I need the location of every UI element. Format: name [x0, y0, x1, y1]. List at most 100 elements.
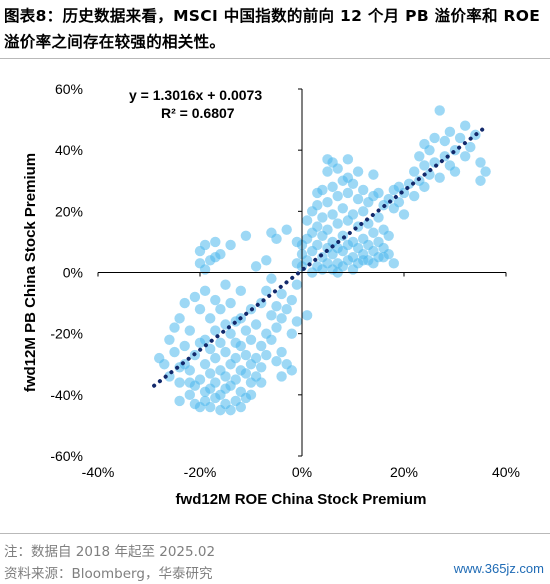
- data-point: [256, 377, 267, 388]
- data-point: [291, 258, 303, 269]
- y-tick-label: 0%: [63, 265, 83, 281]
- data-point: [281, 304, 292, 315]
- data-point: [352, 193, 364, 205]
- data-point: [184, 325, 195, 336]
- data-point: [230, 374, 241, 385]
- y-tick-label: 60%: [55, 81, 83, 97]
- trendline: [152, 124, 488, 388]
- data-point: [460, 151, 471, 162]
- data-point: [194, 337, 206, 349]
- watermark-link[interactable]: www.365jz.com: [451, 561, 546, 576]
- data-point: [199, 264, 211, 275]
- data-point: [480, 166, 491, 177]
- data-point: [332, 163, 343, 174]
- data-point: [327, 209, 338, 220]
- data-point: [434, 105, 445, 116]
- data-point: [215, 304, 226, 315]
- data-point: [449, 166, 461, 177]
- data-point: [179, 297, 190, 309]
- data-point: [388, 258, 399, 269]
- data-point: [342, 172, 354, 183]
- data-point: [281, 224, 292, 235]
- data-point: [439, 135, 450, 147]
- data-point: [358, 255, 369, 266]
- data-point: [266, 310, 277, 321]
- data-point: [378, 252, 389, 263]
- data-point: [347, 209, 359, 220]
- data-point: [465, 141, 476, 153]
- data-point: [276, 288, 287, 300]
- data-point: [352, 166, 364, 177]
- data-point: [220, 279, 231, 290]
- r-squared-label: R² = 0.6807: [161, 105, 235, 121]
- data-point: [184, 389, 195, 401]
- data-point: [240, 368, 252, 379]
- data-point: [271, 233, 282, 245]
- data-point: [475, 157, 486, 168]
- data-point: [240, 230, 252, 241]
- data-point: [174, 377, 185, 388]
- data-point: [210, 377, 221, 388]
- data-point: [286, 365, 297, 376]
- data-point: [220, 346, 231, 358]
- data-point: [322, 154, 333, 165]
- data-point: [419, 160, 430, 171]
- data-point: [245, 334, 257, 345]
- data-point: [205, 368, 216, 379]
- data-point: [398, 209, 410, 220]
- data-point: [235, 401, 246, 413]
- data-point: [169, 322, 180, 333]
- data-point: [317, 212, 328, 223]
- data-point: [194, 304, 206, 315]
- data-point: [419, 138, 430, 150]
- data-point: [199, 285, 211, 297]
- data-point: [434, 172, 445, 183]
- data-point: [215, 248, 226, 260]
- trendline-layer: [152, 124, 488, 388]
- data-point: [261, 255, 272, 266]
- data-point: [312, 187, 323, 199]
- y-axis-title: fwd12M PB China Stock Premium: [22, 153, 39, 392]
- y-tick-label: -20%: [50, 326, 83, 342]
- chart-svg: -40% -20% 0% 20% 40%-60%-40%-20%0%20%40%60% y…: [22, 81, 520, 508]
- data-point: [454, 132, 466, 144]
- data-point: [373, 187, 384, 199]
- data-point: [414, 151, 425, 162]
- data-point: [159, 359, 170, 370]
- data-point: [337, 203, 348, 214]
- x-tick-label: -20%: [184, 464, 217, 480]
- data-point: [174, 313, 185, 324]
- data-point: [210, 352, 221, 364]
- data-point: [347, 264, 359, 275]
- y-tick-label: 40%: [55, 142, 83, 158]
- data-point: [429, 132, 440, 144]
- data-point: [245, 389, 257, 401]
- data-point: [250, 352, 262, 364]
- x-tick-label: 40%: [492, 464, 520, 480]
- data-point: [169, 346, 180, 358]
- data-point: [368, 169, 379, 180]
- data-point: [460, 120, 471, 131]
- data-point: [322, 196, 333, 208]
- data-point: [312, 200, 323, 211]
- data-point: [266, 334, 277, 345]
- data-point: [261, 285, 272, 297]
- data-point: [439, 151, 450, 162]
- data-point: [358, 206, 369, 217]
- data-point: [475, 175, 486, 186]
- data-point: [225, 239, 236, 251]
- data-point: [317, 264, 328, 275]
- data-point: [291, 279, 303, 290]
- data-point: [383, 230, 394, 241]
- x-tick-label: 20%: [390, 464, 418, 480]
- data-point: [266, 273, 277, 284]
- data-point: [205, 313, 216, 324]
- data-point: [271, 300, 282, 312]
- data-point: [312, 239, 323, 251]
- data-point: [240, 325, 252, 336]
- data-point: [312, 221, 323, 232]
- data-point: [230, 352, 241, 364]
- data-point: [271, 355, 282, 367]
- source-note: 资料来源：Bloomberg，华泰研究: [4, 566, 213, 582]
- data-point: [189, 291, 201, 303]
